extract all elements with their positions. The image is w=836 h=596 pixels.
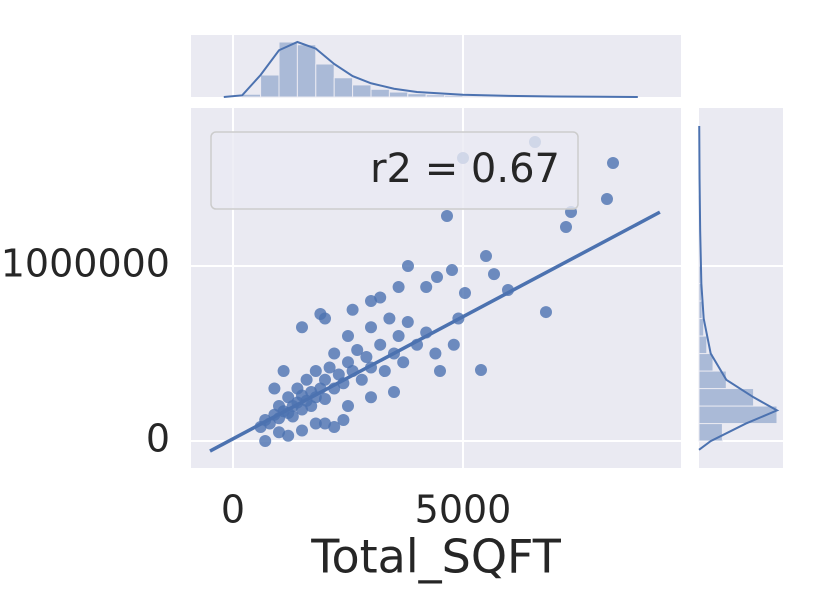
point — [440, 209, 453, 222]
top-kde — [223, 40, 638, 98]
point — [346, 303, 359, 316]
point — [488, 268, 501, 281]
point — [286, 410, 299, 423]
point — [600, 193, 613, 206]
right-hist-bar — [698, 353, 714, 372]
point — [300, 373, 313, 386]
top-hist-bar — [278, 41, 298, 98]
point — [319, 393, 332, 406]
point — [355, 373, 368, 386]
point — [295, 321, 308, 334]
y-tick-label: 0 — [146, 417, 170, 461]
point — [446, 264, 459, 277]
point — [309, 365, 322, 378]
regression-line — [209, 210, 661, 453]
point — [434, 365, 447, 378]
x-axis-label: Total_SQFT — [310, 530, 561, 584]
point — [420, 281, 433, 294]
annotation: r2 = 0.67 — [370, 146, 560, 192]
point — [365, 391, 378, 404]
point — [328, 347, 341, 360]
point — [323, 361, 336, 374]
right-hist-bar — [698, 300, 703, 320]
right-hist-bar — [698, 423, 723, 442]
point — [458, 286, 471, 299]
point — [342, 400, 355, 413]
point — [282, 429, 295, 442]
point — [309, 417, 322, 430]
top-hist-bar — [315, 63, 335, 98]
right-hist-bar — [698, 318, 705, 337]
point — [272, 426, 285, 439]
point — [401, 260, 414, 273]
point — [259, 435, 272, 448]
point — [268, 382, 281, 395]
right-hist-bar — [698, 335, 708, 355]
point — [295, 424, 308, 437]
point — [401, 316, 414, 329]
top-hist-bar — [425, 94, 446, 98]
point — [447, 338, 460, 351]
right-axes — [699, 108, 783, 468]
point — [360, 351, 373, 364]
top-hist-bar — [388, 91, 409, 98]
point — [351, 344, 364, 357]
point — [365, 295, 378, 308]
point — [388, 386, 401, 399]
y-tick-label: 1000000 — [1, 242, 170, 286]
top-hist-bar — [352, 84, 372, 98]
point — [378, 365, 391, 378]
point — [429, 347, 442, 360]
right-kde — [698, 126, 780, 451]
point — [539, 306, 552, 319]
point — [392, 281, 405, 294]
plot-layer: 0 5000 0 1000000 — [1, 35, 783, 532]
point — [474, 363, 487, 376]
point — [374, 291, 387, 304]
point — [480, 250, 493, 263]
point — [319, 417, 332, 430]
x-tick-label: 5000 — [415, 488, 512, 532]
point — [342, 330, 355, 343]
top-hist-bar — [407, 93, 427, 98]
point — [319, 312, 332, 325]
top-hist-bar — [370, 88, 390, 98]
top-hist-bar — [333, 77, 354, 98]
point — [374, 338, 387, 351]
top-axes — [191, 35, 681, 97]
point — [319, 373, 332, 386]
point — [397, 356, 410, 369]
point — [277, 365, 290, 378]
point — [607, 156, 620, 169]
point — [392, 330, 405, 343]
top-hist-bar — [241, 93, 262, 98]
point — [365, 321, 378, 334]
top-hist-bar — [296, 44, 317, 98]
legend-box — [210, 131, 579, 210]
point — [328, 421, 341, 434]
point — [383, 312, 396, 325]
x-tick-label: 0 — [221, 488, 245, 532]
point — [559, 221, 572, 234]
top-hist-bar — [260, 74, 280, 98]
point — [431, 271, 444, 284]
point — [337, 414, 350, 427]
